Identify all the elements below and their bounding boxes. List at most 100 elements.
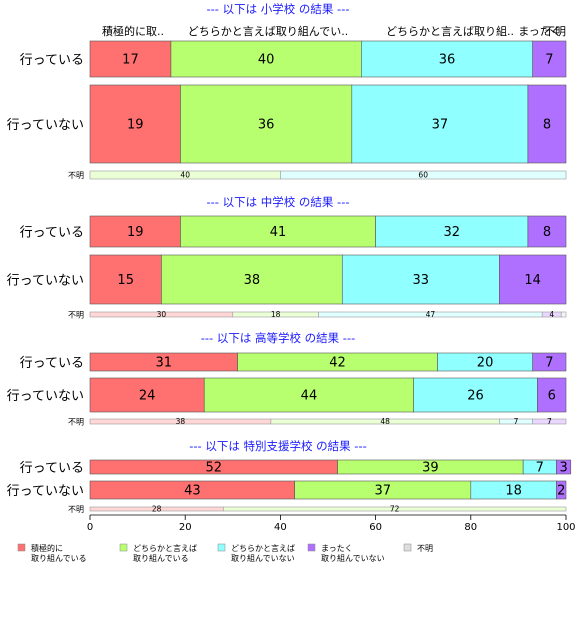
bar-value-label: 15 (117, 273, 134, 288)
bar-segment (532, 40, 567, 78)
unknown-bar-value-label: 72 (390, 505, 400, 514)
legend-swatch (17, 543, 26, 552)
unknown-bar-value-label: 7 (514, 417, 519, 426)
x-axis-tick-label: 20 (179, 522, 192, 533)
bar-segment (170, 40, 362, 78)
bar-segment (556, 480, 567, 500)
unknown-bar-segment (280, 170, 567, 180)
bar-value-label: 18 (505, 484, 522, 499)
bar-value-label: 6 (548, 389, 556, 404)
bar-segment (203, 377, 414, 413)
panel-title: --- 以下は 高等学校 の結果 --- (201, 331, 356, 345)
legend-label: 取り組んでいる (31, 553, 87, 563)
unknown-bar-value-label: 28 (152, 505, 162, 514)
bar-value-label: 2 (557, 484, 565, 499)
legend-label: 取り組んでいない (231, 553, 295, 563)
legend-label: どちらかと言えば (133, 543, 197, 553)
bar-value-label: 8 (543, 118, 551, 133)
bar-value-label: 38 (244, 273, 261, 288)
row-label: 行っていない (7, 484, 84, 499)
bar-value-label: 42 (329, 356, 346, 371)
legend-swatch (119, 543, 128, 552)
x-axis-tick-label: 60 (369, 522, 382, 533)
bar-value-label: 3 (559, 461, 567, 476)
panel-title: --- 以下は 小学校 の結果 --- (206, 2, 349, 16)
bar-value-label: 37 (374, 484, 391, 499)
legend-label: 積極的に (31, 543, 63, 553)
bar-segment (161, 254, 343, 305)
unknown-row-label: 不明 (68, 418, 84, 427)
bar-value-label: 7 (536, 461, 544, 476)
unknown-bar-value-label: 18 (271, 310, 281, 319)
unknown-row-label: 不明 (68, 311, 84, 320)
bar-value-label: 7 (545, 356, 553, 371)
bar-value-label: 26 (467, 389, 484, 404)
bar-segment (89, 377, 205, 413)
unknown-bar-value-label: 48 (380, 417, 390, 426)
bar-value-label: 36 (439, 53, 456, 68)
bar-value-label: 39 (422, 461, 439, 476)
bar-value-label: 19 (127, 225, 144, 240)
bar-segment (537, 377, 567, 413)
bar-segment (180, 84, 353, 164)
legend-swatch (403, 543, 412, 552)
unknown-bar-value-label: 40 (180, 171, 190, 180)
row-label: 行っている (20, 461, 84, 476)
legend-label: 取り組んでいる (133, 553, 189, 563)
bar-value-label: 17 (122, 53, 139, 68)
unknown-bar-value-label: 47 (426, 310, 436, 319)
x-axis-tick-label: 100 (556, 522, 575, 533)
bar-value-label: 24 (139, 389, 156, 404)
bar-value-label: 36 (258, 118, 275, 133)
bar-segment (556, 459, 572, 475)
legend-swatch (307, 543, 316, 552)
unknown-bar-segment (532, 418, 567, 425)
row-label: 行っている (20, 356, 84, 371)
bar-segment (89, 215, 181, 248)
bar-segment (527, 84, 567, 164)
bar-value-label: 41 (270, 225, 287, 240)
category-header: まったく (518, 25, 562, 38)
category-header: 積極的に取.. (102, 24, 164, 38)
unknown-bar-value-label: 38 (176, 417, 186, 426)
unknown-bar-value-label: 7 (547, 417, 552, 426)
bar-value-label: 31 (156, 356, 173, 371)
bar-value-label: 44 (301, 389, 318, 404)
unknown-bar-value-label: 60 (418, 171, 428, 180)
legend-label: 不明 (417, 544, 433, 553)
bar-segment (89, 254, 162, 305)
bar-value-label: 43 (184, 484, 201, 499)
x-axis-tick-label: 0 (87, 522, 93, 533)
legend-label: どちらかと言えば (231, 543, 295, 553)
bar-value-label: 40 (258, 53, 275, 68)
bar-value-label: 19 (127, 118, 144, 133)
bar-segment (499, 254, 567, 305)
bar-segment (527, 215, 567, 248)
row-label: 行っていない (7, 118, 84, 133)
unknown-bar-segment (560, 311, 567, 318)
panel-title: --- 以下は 特別支援学校 の結果 --- (189, 439, 367, 453)
bar-value-label: 14 (524, 273, 541, 288)
row-label: 行っている (20, 226, 84, 241)
unknown-bar-segment (222, 506, 567, 512)
bar-segment (89, 84, 181, 164)
category-header: どちらかと言えば取り組.. (386, 25, 514, 38)
bar-value-label: 37 (432, 118, 449, 133)
unknown-bar-value-label: 4 (549, 310, 554, 319)
bar-value-label: 33 (413, 273, 430, 288)
unknown-row-label: 不明 (68, 171, 84, 180)
bar-segment (351, 84, 529, 164)
x-axis-tick-label: 80 (464, 522, 477, 533)
bar-segment (341, 254, 500, 305)
bar-segment (180, 215, 376, 248)
row-label: 行っていない (7, 389, 84, 404)
category-header: どちらかと言えば取り組んでい.. (188, 25, 348, 38)
category-header-unknown: 不明 (544, 25, 566, 38)
unknown-row-label: 不明 (68, 505, 84, 514)
bar-segment (375, 215, 529, 248)
bar-segment (413, 377, 538, 413)
legend-swatch (217, 543, 226, 552)
bar-value-label: 8 (543, 225, 551, 240)
